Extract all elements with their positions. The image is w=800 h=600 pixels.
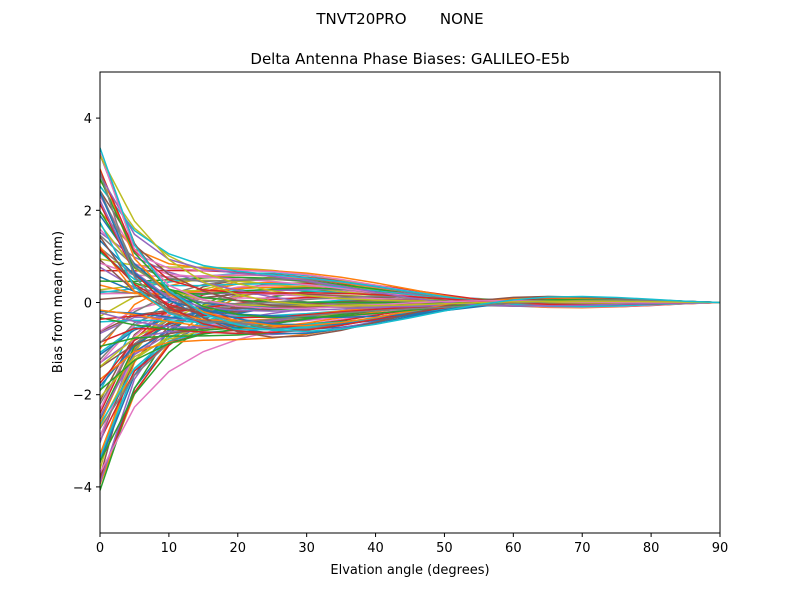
series-line [100, 174, 720, 307]
x-tick-label: 60 [505, 541, 522, 556]
y-tick-label: −2 [73, 389, 92, 404]
series-line [100, 180, 720, 304]
series-line [100, 169, 720, 306]
y-tick-label: 0 [84, 297, 92, 312]
series-line [100, 155, 720, 307]
x-tick-label: 40 [367, 541, 384, 556]
y-axis-label: Bias from mean (mm) [51, 231, 66, 373]
series-line [100, 152, 720, 310]
y-tick-label: 2 [84, 204, 92, 219]
series-line [100, 154, 720, 338]
chart-title: Delta Antenna Phase Biases: GALILEO-E5b [250, 50, 569, 68]
x-tick-label: 50 [436, 541, 453, 556]
chart-suptitle: TNVT20PRO NONE [315, 10, 483, 28]
y-axis-ticks: −4 −2 0 2 4 [73, 112, 100, 496]
series-line [100, 185, 720, 308]
x-axis-ticks: 0 10 20 30 40 50 60 70 80 90 [96, 533, 728, 556]
x-tick-label: 80 [643, 541, 660, 556]
y-tick-label: 4 [84, 112, 92, 127]
x-tick-label: 90 [712, 541, 729, 556]
x-tick-label: 30 [298, 541, 315, 556]
series-line [100, 171, 720, 324]
series-line [100, 147, 720, 333]
y-tick-label: −4 [73, 481, 92, 496]
series-layer [100, 147, 720, 491]
x-tick-label: 10 [161, 541, 178, 556]
x-tick-label: 20 [230, 541, 247, 556]
x-axis-label: Elvation angle (degrees) [330, 563, 489, 578]
x-tick-label: 0 [96, 541, 104, 556]
x-tick-label: 70 [574, 541, 591, 556]
